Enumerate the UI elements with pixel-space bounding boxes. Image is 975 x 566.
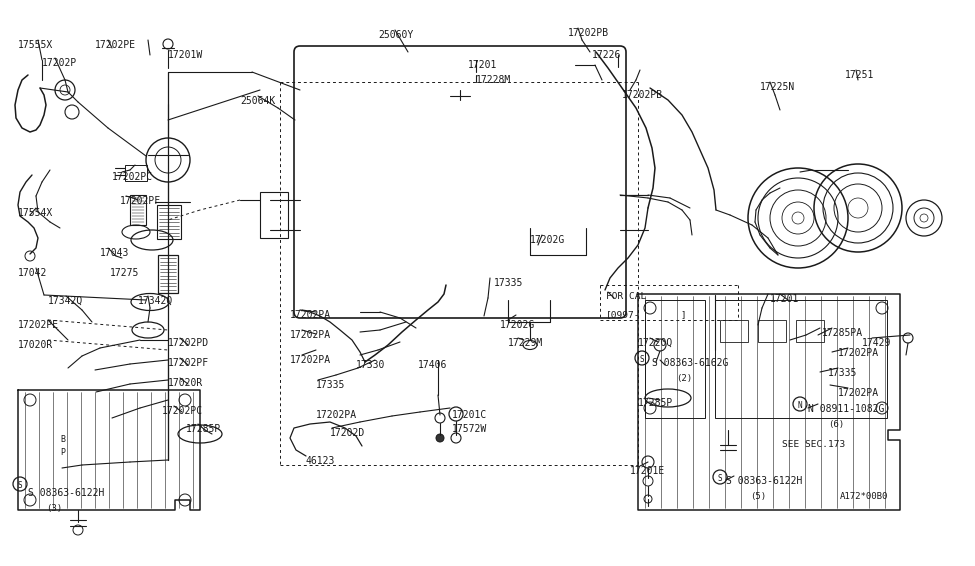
Bar (315, 140, 343, 162)
Text: 46123: 46123 (305, 456, 334, 466)
Bar (300, 52, 620, 312)
Text: 17202D: 17202D (330, 428, 366, 438)
Text: (6): (6) (828, 420, 844, 429)
Bar (645, 300, 705, 418)
Text: 17285PA: 17285PA (822, 328, 863, 338)
Text: 17202G: 17202G (500, 320, 535, 330)
Text: FOR CAL: FOR CAL (606, 292, 646, 301)
Bar (315, 170, 343, 192)
Text: 17429: 17429 (862, 338, 891, 348)
Text: N 08911-1082G: N 08911-1082G (808, 404, 884, 414)
Text: 17220Q: 17220Q (638, 338, 674, 348)
Text: 17201C: 17201C (452, 410, 488, 420)
Text: 17201E: 17201E (630, 466, 665, 476)
Text: (3): (3) (46, 504, 62, 513)
Text: 17285P: 17285P (186, 424, 221, 434)
Text: 17202PA: 17202PA (290, 310, 332, 320)
Bar (157, 205, 181, 239)
Text: 17228M: 17228M (476, 75, 511, 85)
Text: 17202PA: 17202PA (838, 388, 879, 398)
Text: 17285P: 17285P (638, 398, 674, 408)
Text: S: S (639, 355, 644, 364)
Bar (720, 320, 748, 342)
Text: B: B (60, 435, 65, 444)
Text: 17342Q: 17342Q (138, 296, 174, 306)
Bar (315, 200, 343, 222)
Text: 17202PB: 17202PB (568, 28, 609, 38)
Circle shape (436, 434, 444, 442)
Text: S 08363-6122H: S 08363-6122H (28, 488, 104, 498)
Text: SEE SEC.173: SEE SEC.173 (782, 440, 845, 449)
Text: 17202PF: 17202PF (168, 358, 209, 368)
Text: 17555X: 17555X (18, 40, 54, 50)
Text: 17229M: 17229M (508, 338, 543, 348)
Bar (130, 195, 146, 225)
Text: N: N (797, 401, 801, 410)
Text: S: S (717, 474, 722, 483)
Text: 17201W: 17201W (168, 50, 203, 60)
Text: A172*00B0: A172*00B0 (840, 492, 888, 501)
Text: 25064K: 25064K (240, 96, 275, 106)
Text: 17202PE: 17202PE (18, 320, 59, 330)
Text: 17202G: 17202G (530, 235, 566, 245)
Text: 17251: 17251 (845, 70, 875, 80)
Text: 17226: 17226 (592, 50, 621, 60)
Text: [0997-: [0997- (606, 310, 641, 319)
Bar (715, 300, 887, 418)
Text: 17335: 17335 (316, 380, 345, 390)
Text: 17202PA: 17202PA (838, 348, 879, 358)
Text: 17330: 17330 (356, 360, 385, 370)
Text: 17554X: 17554X (18, 208, 54, 218)
Text: 17275: 17275 (110, 268, 139, 278)
Text: S 08363-6162G: S 08363-6162G (652, 358, 728, 368)
Text: 25060Y: 25060Y (378, 30, 413, 40)
Text: P: P (60, 448, 65, 457)
Text: 17043: 17043 (100, 248, 130, 258)
Text: 17201: 17201 (770, 294, 799, 304)
Text: 17225N: 17225N (760, 82, 796, 92)
Text: ]: ] (680, 310, 685, 319)
Bar (260, 192, 288, 238)
Text: 17020R: 17020R (18, 340, 54, 350)
FancyBboxPatch shape (294, 46, 626, 318)
Text: 17202PC: 17202PC (112, 172, 153, 182)
Text: 17020R: 17020R (168, 378, 203, 388)
Text: 17202PD: 17202PD (168, 338, 209, 348)
Text: 17335: 17335 (828, 368, 857, 378)
Text: 17342Q: 17342Q (48, 296, 83, 306)
Text: 17335: 17335 (494, 278, 524, 288)
Text: 17202PF: 17202PF (120, 196, 161, 206)
Bar (315, 230, 343, 252)
Text: 17202PE: 17202PE (95, 40, 136, 50)
Text: 17202PA: 17202PA (290, 330, 332, 340)
Text: 17202PA: 17202PA (290, 355, 332, 365)
Text: 17202PA: 17202PA (316, 410, 357, 420)
Bar (315, 110, 343, 132)
Bar (158, 255, 178, 293)
Text: 17201: 17201 (468, 60, 497, 70)
Text: 17406: 17406 (418, 360, 448, 370)
Text: S 08363-6122H: S 08363-6122H (726, 476, 802, 486)
Text: 17572W: 17572W (452, 424, 488, 434)
Bar (312, 64, 608, 300)
Bar (125, 165, 147, 181)
Text: S: S (18, 481, 22, 490)
Text: 17202P: 17202P (42, 58, 77, 68)
Text: 17202PB: 17202PB (622, 90, 663, 100)
Text: 17042: 17042 (18, 268, 48, 278)
Text: (2): (2) (676, 374, 692, 383)
Text: 17202PC: 17202PC (162, 406, 203, 416)
Bar (758, 320, 786, 342)
Bar (796, 320, 824, 342)
Text: (5): (5) (750, 492, 766, 501)
